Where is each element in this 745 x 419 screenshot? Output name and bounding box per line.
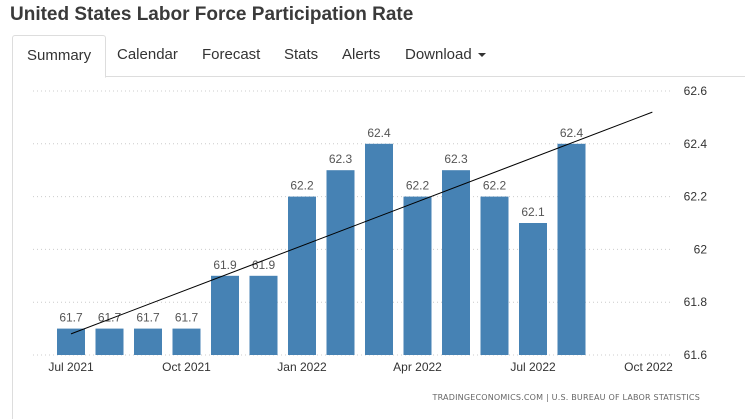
bar [326, 170, 355, 355]
x-axis-ticks: Jul 2021 Oct 2021 Jan 2022 Apr 2022 Jul 2022… [48, 360, 673, 374]
bar [480, 196, 509, 355]
bar-data-label: 62.4 [367, 126, 391, 140]
y-tick-label: 62 [694, 242, 708, 256]
x-tick-label: Oct 2021 [162, 360, 211, 374]
bar [249, 275, 278, 355]
bar [134, 328, 162, 355]
bar-data-label: 62.3 [444, 152, 468, 166]
bar [557, 143, 586, 355]
source-credit: TRADINGECONOMICS.COM | U.S. BUREAU OF LA… [432, 393, 700, 402]
bar-data-label: 62.3 [329, 152, 353, 166]
y-tick-label: 61.8 [684, 295, 708, 309]
bar-data-label: 62.4 [560, 126, 584, 140]
bar [365, 143, 393, 355]
x-tick-label: Jul 2021 [48, 360, 94, 374]
bar-chart: 61.7 61.7 61.7 61.761.9 61.962.262.362.462.2… [33, 84, 708, 402]
bar [403, 196, 432, 355]
page-title: United States Labor Force Participation … [10, 4, 414, 25]
trend-line [70, 111, 653, 335]
tab-forecast[interactable]: Forecast [202, 46, 261, 63]
tab-download[interactable]: Download [405, 35, 486, 75]
bar-data-label: 61.7 [136, 311, 160, 325]
bar-data-label: 61.7 [175, 311, 199, 325]
bar [95, 328, 124, 355]
x-tick-label: Jan 2022 [277, 360, 327, 374]
x-tick-label: Jul 2022 [510, 360, 556, 374]
tab-summary[interactable]: Summary [12, 35, 107, 78]
x-tick-label: Oct 2022 [624, 360, 673, 374]
tab-stats[interactable]: Stats [284, 46, 319, 63]
caret-down-icon [477, 53, 486, 58]
y-axis-ticks: 61.6 61.8 62 62.2 62.4 62.6 [684, 84, 708, 362]
bar [172, 328, 201, 355]
bar-data-label: 62.1 [521, 205, 545, 219]
y-tick-label: 61.6 [684, 348, 708, 362]
tab-calendar[interactable]: Calendar [117, 46, 178, 63]
bar [519, 223, 547, 355]
bar-data-label: 62.2 [483, 179, 507, 193]
bar [442, 170, 470, 355]
x-tick-label: Apr 2022 [393, 360, 442, 374]
download-label: Download [405, 46, 472, 63]
bar-data-label: 61.9 [252, 258, 276, 272]
bars [57, 143, 586, 355]
y-tick-label: 62.6 [684, 84, 708, 98]
bar [288, 196, 316, 355]
bar [57, 328, 85, 355]
bar [211, 275, 239, 355]
tab-bar: Summary Calendar Forecast Stats Alerts D… [12, 35, 745, 78]
bar-data-label: 62.2 [290, 179, 314, 193]
bar-data-label: 61.9 [213, 258, 237, 272]
bar-data-label: 61.7 [59, 311, 83, 325]
y-tick-label: 62.4 [684, 137, 708, 151]
trend-line-group [70, 111, 653, 335]
tab-alerts[interactable]: Alerts [342, 46, 381, 63]
bar-data-label: 62.2 [406, 179, 430, 193]
chart-container: 61.7 61.7 61.7 61.7 61.9 61.9 62.2 62.3 62.4 62.2… [12, 76, 745, 419]
y-tick-label: 62.2 [684, 190, 708, 204]
